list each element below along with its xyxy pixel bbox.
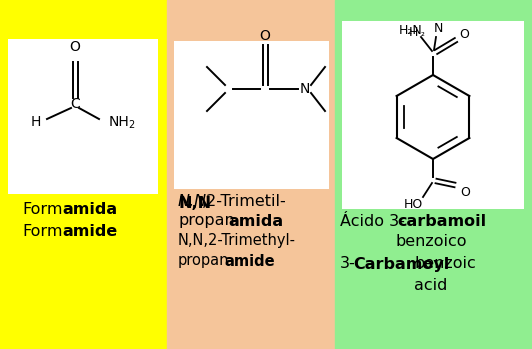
Bar <box>174 41 329 189</box>
Text: amide: amide <box>62 223 118 238</box>
Text: H: H <box>409 27 418 39</box>
Text: H: H <box>31 115 41 129</box>
Text: N: N <box>300 82 310 96</box>
Text: ₂: ₂ <box>421 28 425 38</box>
Text: O: O <box>70 40 80 54</box>
Text: HO: HO <box>403 199 422 211</box>
Bar <box>167 0 335 349</box>
Text: O: O <box>460 186 470 199</box>
Text: N: N <box>433 22 443 36</box>
Bar <box>335 0 532 349</box>
Text: propan: propan <box>178 253 229 268</box>
Bar <box>8 39 158 194</box>
Text: acid: acid <box>414 279 448 294</box>
Text: N,N: N,N <box>178 193 207 208</box>
Text: N,N: N,N <box>178 196 211 211</box>
Text: NH: NH <box>109 115 129 129</box>
Text: Ácido 3-: Ácido 3- <box>340 214 405 229</box>
Text: Form: Form <box>22 201 62 216</box>
Text: O: O <box>260 29 270 43</box>
Text: 2: 2 <box>128 120 134 130</box>
Bar <box>342 21 524 209</box>
Text: amida: amida <box>62 201 118 216</box>
Text: Carbamoyl: Carbamoyl <box>353 257 449 272</box>
Text: propan: propan <box>178 214 235 229</box>
Text: C: C <box>70 97 80 111</box>
Text: amida: amida <box>228 214 283 229</box>
Text: H₂N: H₂N <box>399 24 423 37</box>
Text: benzoic: benzoic <box>415 257 477 272</box>
Text: Form: Form <box>22 223 62 238</box>
Text: ,2-Trimetil-: ,2-Trimetil- <box>202 193 287 208</box>
Text: carbamoil: carbamoil <box>397 214 486 229</box>
Text: benzoico: benzoico <box>395 233 467 248</box>
Text: O: O <box>459 28 469 40</box>
Text: amide: amide <box>224 253 275 268</box>
Text: N,N,2-Trimethyl-: N,N,2-Trimethyl- <box>178 233 296 248</box>
Text: 3-: 3- <box>340 257 356 272</box>
